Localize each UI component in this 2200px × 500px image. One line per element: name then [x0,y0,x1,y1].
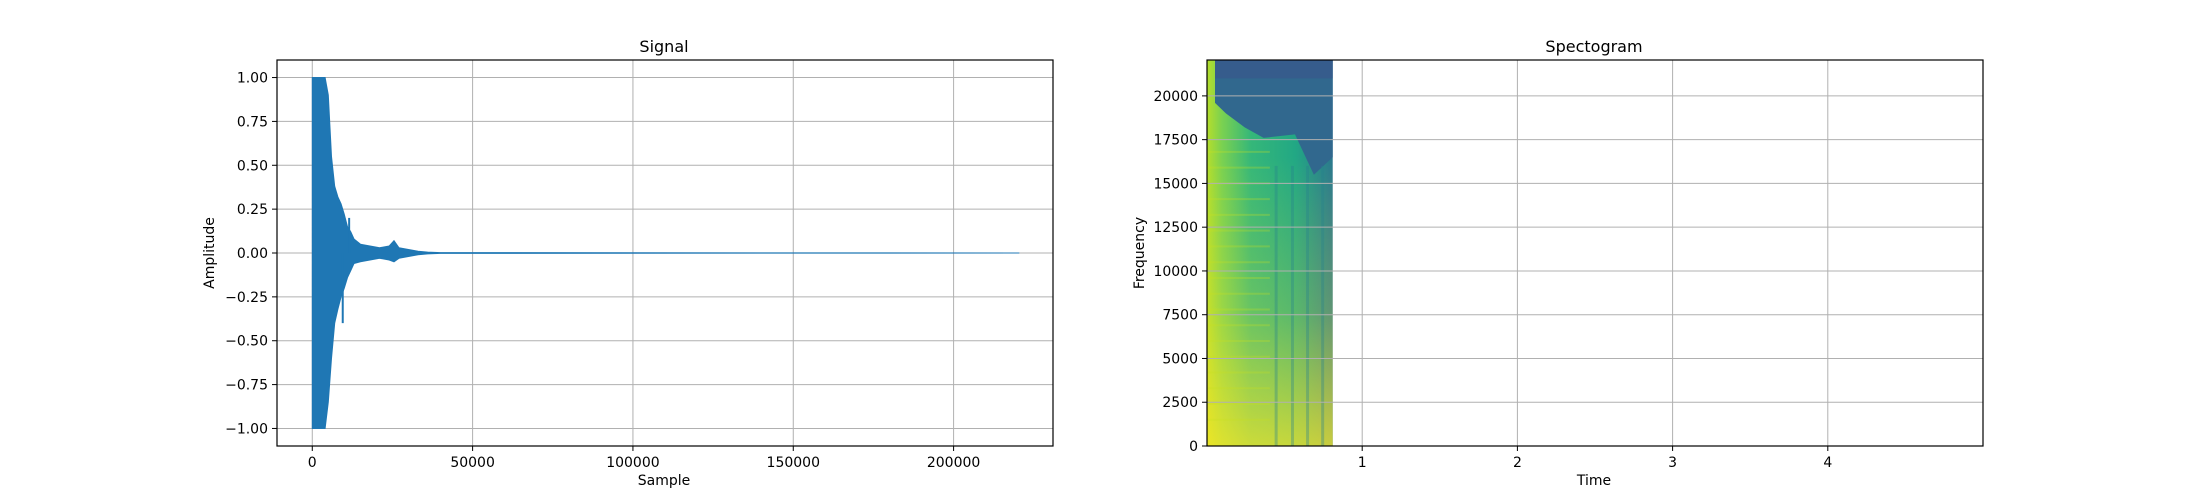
signal-y-tick-label: −1.00 [225,421,268,437]
spectrogram-high-freq-quiet-region [1215,60,1333,175]
spectrogram-y-tick-label: 17500 [1153,133,1198,149]
signal-x-tick-label: 0 [308,455,317,471]
spectrogram-x-tick-label: 4 [1823,455,1832,471]
spectrogram-y-tick-label: 5000 [1162,351,1198,367]
signal-y-tick-label: 0.75 [237,114,268,130]
spectrogram-x-tick-label: 3 [1668,455,1677,471]
signal-y-tick-label: −0.50 [225,334,268,350]
spectrogram-heatmap [1207,60,1333,446]
spectrogram-axes: Spectogram 1 2 3 4 0 2500 5000 7500 10000 12500 1… [1132,37,1984,489]
spectrogram-y-ticks: 0 2500 5000 7500 10000 12500 15000 17500 20000 [1153,89,1207,455]
spectrogram-y-tick-label: 20000 [1153,89,1198,105]
spectrogram-y-tick-label: 2500 [1162,395,1198,411]
spectrogram-x-label: Time [1576,473,1611,489]
spectrogram-x-tick-label: 1 [1358,455,1367,471]
signal-axes: Signal 0 50000 100000 150000 200000 1.00 0.75… [202,37,1054,489]
signal-x-ticks: 0 50000 100000 150000 200000 [308,446,980,471]
signal-y-tick-label: 0.50 [237,158,268,174]
spectrogram-y-tick-label: 15000 [1153,176,1198,192]
signal-x-tick-label: 100000 [606,455,659,471]
signal-x-tick-label: 150000 [767,455,820,471]
signal-y-tick-label: −0.75 [225,378,268,394]
spectrogram-x-ticks: 1 2 3 4 [1358,446,1832,471]
spectrogram-top-band [1215,60,1333,79]
signal-x-label: Sample [638,473,691,489]
signal-spikes [341,217,351,324]
spectrogram-y-tick-label: 7500 [1162,308,1198,324]
spectrogram-x-tick-label: 2 [1513,455,1522,471]
signal-y-label: Amplitude [202,217,218,289]
signal-x-tick-label: 200000 [927,455,980,471]
spectrogram-title: Spectogram [1545,37,1642,56]
signal-y-tick-label: 0.00 [237,246,268,262]
spectrogram-y-tick-label: 10000 [1153,264,1198,280]
signal-waveform [311,77,1020,429]
spectrogram-y-tick-label: 0 [1189,439,1198,455]
signal-y-tick-label: 0.25 [237,202,268,218]
signal-y-tick-label: −0.25 [225,290,268,306]
signal-y-ticks: 1.00 0.75 0.50 0.25 0.00 −0.25 −0.50 −0.75 −1.00 [225,71,277,437]
signal-x-tick-label: 50000 [450,455,495,471]
spectrogram-y-tick-label: 12500 [1153,220,1198,236]
signal-y-tick-label: 1.00 [237,71,268,87]
spectrogram-y-label: Frequency [1132,217,1148,289]
signal-title: Signal [639,37,688,56]
spectrogram-frame [1206,59,1984,447]
